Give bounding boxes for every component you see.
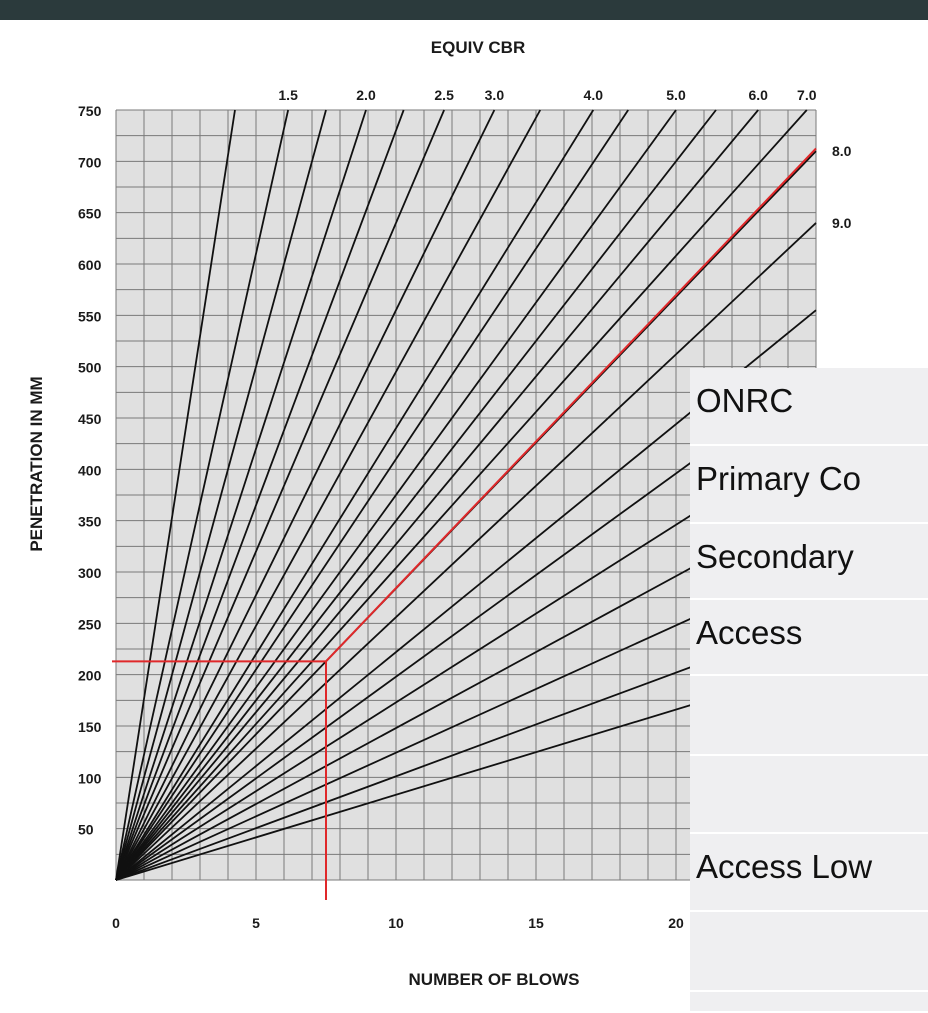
cbr-line — [115, 109, 595, 881]
onrc-table: ONRC Primary Co Secondary Access Access Low — [690, 368, 928, 1013]
cbr-line — [115, 109, 236, 881]
y-tick-label: 100 — [78, 770, 102, 786]
cbr-label: 2.5 — [434, 87, 454, 103]
y-tick-label: 550 — [78, 308, 102, 324]
table-cell: ONRC — [696, 382, 794, 419]
cbr-label: 1.5 — [278, 87, 298, 103]
y-tick-label: 400 — [78, 462, 102, 478]
table-row: Access Low — [690, 834, 928, 912]
cbr-labels: 1.5 2.0 2.5 3.0 4.0 5.0 6.0 7.0 8.0 9.0 — [278, 87, 851, 231]
table-row: Primary Co — [690, 446, 928, 524]
red-annotation — [112, 147, 817, 900]
cbr-line — [115, 222, 817, 881]
y-tick-label: 250 — [78, 616, 102, 632]
cbr-line — [115, 109, 405, 881]
cbr-line — [115, 109, 327, 881]
y-tick-label: 700 — [78, 154, 102, 170]
table-cell: Secondary — [696, 538, 854, 575]
y-axis-label: PENETRATION IN MM — [27, 376, 46, 551]
table-row — [690, 992, 928, 1013]
y-tick-label: 600 — [78, 257, 102, 273]
table-cell: Access — [696, 614, 803, 651]
cbr-label: 7.0 — [797, 87, 817, 103]
x-tick-label: 20 — [668, 915, 684, 931]
chart-title: EQUIV CBR — [431, 38, 525, 57]
cbr-line — [115, 109, 290, 881]
cbr-line — [115, 109, 677, 881]
cbr-label: 5.0 — [666, 87, 686, 103]
cbr-line — [115, 109, 808, 881]
window-top-bar — [0, 0, 928, 20]
table-row — [690, 676, 928, 756]
cbr-label: 3.0 — [485, 87, 505, 103]
x-tick-label: 5 — [252, 915, 260, 931]
cbr-label: 2.0 — [356, 87, 376, 103]
red-cbr-line — [325, 147, 817, 663]
table-cell: Access Low — [696, 848, 873, 885]
cbr-line — [115, 109, 445, 881]
table-cell: Primary Co — [696, 460, 862, 497]
cbr-line — [115, 109, 496, 881]
grid-horizontal — [116, 109, 816, 881]
cbr-line — [115, 109, 717, 881]
y-tick-label: 50 — [78, 822, 94, 838]
x-tick-label: 15 — [528, 915, 544, 931]
x-tick-labels: 0 5 10 15 20 — [112, 915, 684, 931]
cbr-line — [115, 109, 542, 881]
y-tick-label: 300 — [78, 565, 102, 581]
y-tick-label: 350 — [78, 514, 102, 530]
y-tick-label: 650 — [78, 206, 102, 222]
y-tick-label: 450 — [78, 411, 102, 427]
cbr-label: 4.0 — [584, 87, 604, 103]
cbr-line — [115, 109, 367, 881]
table-row — [690, 756, 928, 834]
cbr-label: 6.0 — [748, 87, 768, 103]
table-row: ONRC — [690, 368, 928, 446]
cbr-line — [115, 109, 629, 881]
cbr-line — [115, 109, 759, 881]
cbr-label: 8.0 — [832, 143, 852, 159]
y-tick-labels: 50 100 150 200 250 300 350 400 450 500 550 600 650 70… — [78, 103, 102, 838]
x-tick-label: 0 — [112, 915, 120, 931]
table-row: Access — [690, 600, 928, 676]
cbr-label: 9.0 — [832, 215, 852, 231]
y-tick-label: 200 — [78, 668, 102, 684]
y-tick-label: 750 — [78, 103, 102, 119]
x-axis-label: NUMBER OF BLOWS — [409, 970, 580, 989]
x-tick-label: 10 — [388, 915, 404, 931]
table-row — [690, 912, 928, 992]
table-row: Secondary — [690, 524, 928, 600]
y-tick-label: 150 — [78, 719, 102, 735]
y-tick-label: 500 — [78, 360, 102, 376]
